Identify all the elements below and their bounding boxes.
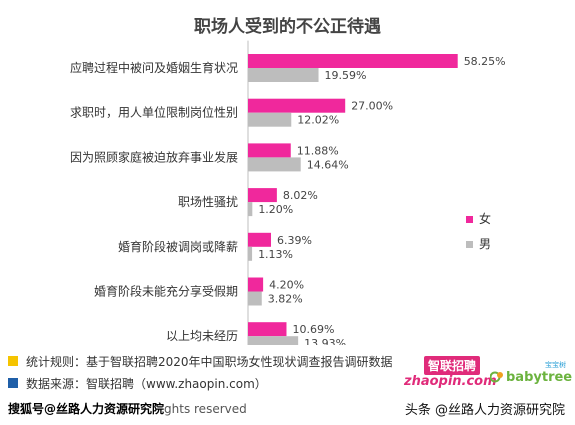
value-label-female: 10.69% — [292, 323, 334, 336]
babytree-leaf-icon — [490, 371, 503, 383]
bar-male — [248, 336, 299, 345]
stat-rule-note: 统计规则：基于智联招聘2020年中国职场女性现状调查报告调研数据 — [8, 350, 393, 372]
value-label-female: 6.39% — [277, 234, 312, 247]
value-label-female: 8.02% — [283, 189, 318, 202]
yellow-square-icon — [8, 356, 18, 366]
value-label-male: 3.82% — [268, 293, 303, 306]
watermark-left: 搜狐号@丝路人力资源研究院 — [8, 402, 165, 416]
bar-male — [248, 157, 301, 172]
blue-square-icon — [8, 378, 18, 388]
category-label: 因为照顾家庭被迫放弃事业发展 — [70, 149, 238, 164]
copyright-tail: ghts reserved — [164, 402, 247, 416]
bar-male — [248, 291, 262, 306]
bar-female — [248, 277, 264, 292]
babytree-logo: 宝宝树 babytree — [488, 360, 573, 392]
value-label-male: 14.64% — [307, 158, 349, 171]
legend-female-label: 女 — [479, 212, 492, 226]
data-source-text: 数据来源：智联招聘（www.zhaopin.com） — [26, 376, 267, 391]
legend-female: 女 — [466, 210, 491, 227]
bar-male — [248, 68, 319, 82]
babytree-logo-en: babytree — [506, 370, 573, 385]
bar-female — [248, 98, 346, 113]
stat-rule-text: 统计规则：基于智联招聘2020年中国职场女性现状调查报告调研数据 — [26, 354, 393, 369]
bar-female — [248, 322, 287, 337]
bar-chart: 应聘过程中被问及婚姻生育状况 58.25% 19.59% 求职时，用人单位限制岗位性别… — [70, 40, 506, 345]
zhaopin-logo-cn: 智联招聘 — [424, 356, 481, 375]
value-label-female: 4.20% — [269, 279, 304, 292]
bar-male — [248, 246, 253, 261]
zhaopin-logo: 智联招聘 zhaopin.com — [404, 356, 497, 394]
bar-female — [248, 188, 277, 203]
bar-male — [248, 112, 292, 127]
category-label: 婚育阶段被调岗或降薪 — [118, 239, 238, 254]
legend-male-swatch — [466, 241, 473, 248]
legend-male-label: 男 — [479, 237, 492, 251]
category-label: 应聘过程中被问及婚姻生育状况 — [70, 60, 238, 75]
watermark-right: 头条 @丝路人力资源研究院 — [404, 403, 565, 418]
category-label: 求职时，用人单位限制岗位性别 — [70, 105, 238, 120]
bar-female — [248, 54, 458, 68]
value-label-male: 1.20% — [258, 203, 293, 216]
legend-female-swatch — [466, 216, 473, 223]
notes: 统计规则：基于智联招聘2020年中国职场女性现状调查报告调研数据 数据来源：智联… — [8, 350, 393, 394]
value-label-female: 27.00% — [351, 100, 393, 113]
babytree-logo-cn: 宝宝树 — [545, 361, 566, 369]
bar-female — [248, 232, 272, 247]
category-label: 婚育阶段未能充分享受假期 — [94, 284, 238, 299]
data-source-note: 数据来源：智联招聘（www.zhaopin.com） — [8, 372, 393, 394]
bar-female — [248, 143, 291, 158]
chart-title: 职场人受到的不公正待遇 — [194, 17, 381, 37]
category-label: 以上均未经历 — [166, 329, 238, 343]
value-label-female: 58.25% — [464, 55, 506, 68]
value-label-male: 1.13% — [258, 248, 293, 261]
bar-male — [248, 202, 253, 217]
value-label-male: 19.59% — [325, 69, 367, 82]
value-label-male: 13.93% — [304, 337, 346, 345]
value-label-female: 11.88% — [297, 144, 339, 157]
value-label-male: 12.02% — [297, 114, 339, 127]
category-label: 职场性骚扰 — [178, 195, 238, 209]
zhaopin-logo-en: zhaopin.com — [404, 374, 497, 389]
copyright-line: 搜狐号@丝路人力资源研究院ghts reserved — [8, 400, 247, 417]
legend-male: 男 — [466, 235, 491, 252]
